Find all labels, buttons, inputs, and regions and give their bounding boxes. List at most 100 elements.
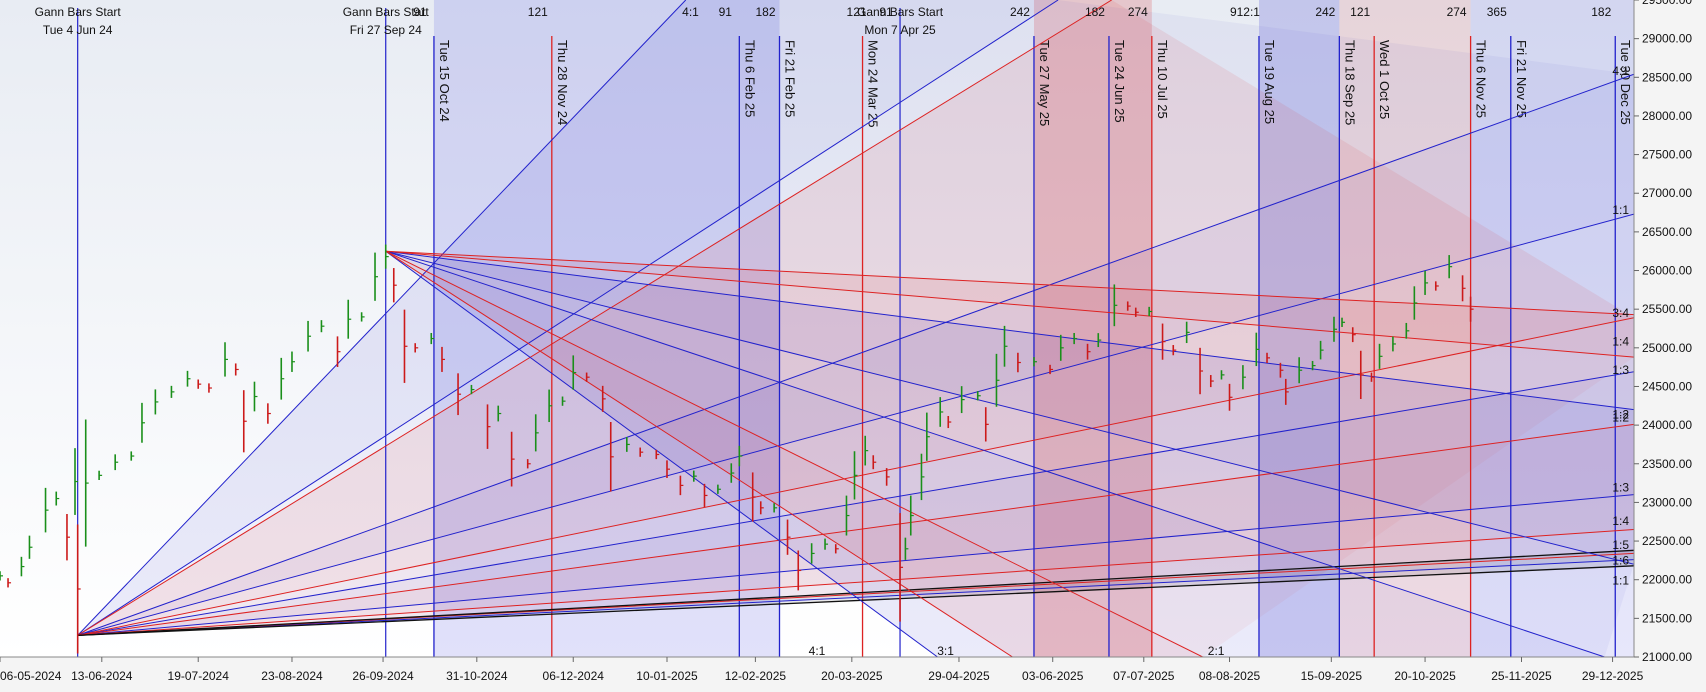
- bottom-ratio-label: 2:1: [1208, 644, 1225, 658]
- day-count-label: 4:1: [682, 5, 699, 19]
- ratio-label: 1:1: [1612, 573, 1629, 587]
- gann-start-label: Gann Bars Start: [857, 5, 944, 19]
- event-line-label: Thu 18 Sep 25: [1342, 40, 1357, 125]
- event-line-label: Thu 28 Nov 24: [555, 40, 570, 125]
- x-tick-label: 25-11-2025: [1491, 669, 1552, 683]
- y-tick-label: 25500.00: [1642, 302, 1692, 316]
- price-bars: [0, 244, 1474, 654]
- ratio-label: 1:4: [1612, 514, 1629, 528]
- y-tick-label: 26000.00: [1642, 264, 1692, 278]
- ratio-label: 1:4: [1612, 335, 1629, 349]
- event-line-label: Thu 6 Feb 25: [742, 40, 757, 117]
- x-tick-label: 06-12-2024: [543, 669, 605, 683]
- fan-line: [385, 250, 1634, 358]
- fan-line: [385, 250, 1605, 657]
- day-count-label: 274: [1447, 5, 1467, 19]
- y-tick-label: 22500.00: [1642, 534, 1692, 548]
- fan-fill: [77, 0, 1059, 636]
- gann-start-date: Mon 7 Apr 25: [864, 23, 936, 37]
- fan-line: [77, 213, 1634, 636]
- x-tick-label: 06-05-2024: [0, 669, 62, 683]
- day-count-label: 91: [879, 5, 893, 19]
- fan-line: [77, 73, 1634, 636]
- day-count-label: 91: [719, 5, 733, 19]
- ratio-label: 3:4: [1612, 306, 1629, 320]
- ratio-label: 1:5: [1612, 538, 1629, 552]
- x-axis-panel: [0, 657, 1634, 692]
- y-tick-label: 26500.00: [1642, 225, 1692, 239]
- x-tick-label: 31-10-2024: [446, 669, 508, 683]
- event-line-label: Tue 27 May 25: [1037, 40, 1052, 126]
- ratio-label: 1:3: [1612, 363, 1629, 377]
- y-tick-label: 22000.00: [1642, 573, 1692, 587]
- fan-line: [385, 250, 1203, 657]
- fan-fill: [77, 0, 1634, 636]
- bottom-ratio-label: 4:1: [809, 644, 826, 658]
- day-count-label: 91: [413, 5, 427, 19]
- x-axis: 06-05-2024 13-06-2024 19-07-2024 23-08-2024…: [0, 657, 1644, 683]
- fan-line: [385, 250, 1634, 316]
- y-tick-label: 25000.00: [1642, 341, 1692, 355]
- day-count-label: 242: [1315, 5, 1335, 19]
- gann-start-label: Gann Bars Start: [343, 5, 430, 19]
- y-axis: 21000.00 21500.00 22000.00 22500.00 23000.00…: [1634, 0, 1692, 664]
- fan-fill: [77, 0, 1634, 636]
- ratio-label: 1:2: [1612, 410, 1629, 424]
- ratio-label: 4:1: [1612, 64, 1629, 78]
- event-line-label: Thu 6 Nov 25: [1474, 40, 1489, 118]
- fan-line: [385, 250, 938, 657]
- fan-line: [77, 528, 1634, 636]
- event-line-label: Mon 24 Mar 25: [866, 40, 881, 127]
- gann-start-date: Tue 4 Jun 24: [43, 23, 113, 37]
- gann-start-date: Fri 27 Sep 24: [350, 23, 422, 37]
- day-count-label: 912:1: [1230, 5, 1260, 19]
- x-tick-label: 03-06-2025: [1022, 669, 1084, 683]
- day-count-label: 365: [1487, 5, 1507, 19]
- fan-line: [385, 250, 1634, 411]
- y-tick-label: 27500.00: [1642, 148, 1692, 162]
- fan-line: [77, 371, 1634, 636]
- fan-line: [385, 250, 1013, 657]
- day-count-label: 274: [1128, 5, 1148, 19]
- y-tick-label: 21000.00: [1642, 650, 1692, 664]
- event-lines: Tue 15 Oct 24 Thu 28 Nov 24 Thu 6 Feb 25 Fr…: [77, 8, 1633, 657]
- event-line-label: Thu 10 Jul 25: [1155, 40, 1170, 119]
- x-tick-label: 13-06-2024: [71, 669, 133, 683]
- day-count-label: 242: [1010, 5, 1030, 19]
- fan-line: [77, 549, 1634, 637]
- x-tick-label: 08-08-2025: [1199, 669, 1261, 683]
- ratio-label: 1:1: [1612, 203, 1629, 217]
- x-tick-label: 07-07-2025: [1113, 669, 1175, 683]
- shaded-zone: [1470, 0, 1634, 657]
- y-tick-label: 27000.00: [1642, 186, 1692, 200]
- shaded-zone: [1339, 0, 1471, 657]
- y-tick-label: 21500.00: [1642, 611, 1692, 625]
- y-tick-label: 28500.00: [1642, 70, 1692, 84]
- y-tick-label: 24500.00: [1642, 379, 1692, 393]
- day-count-label: 182: [1591, 5, 1611, 19]
- day-count-label: 182: [755, 5, 775, 19]
- event-line-label: Tue 19 Aug 25: [1262, 40, 1277, 124]
- y-tick-label: 29000.00: [1642, 32, 1692, 46]
- event-line-label: Tue 30 Dec 25: [1618, 40, 1633, 125]
- shaded-zones: [433, 0, 1634, 657]
- fan-line: [77, 423, 1634, 636]
- x-tick-label: 19-07-2024: [168, 669, 230, 683]
- x-tick-label: 12-02-2025: [725, 669, 787, 683]
- fan-line: [77, 0, 687, 636]
- fan-fill: [385, 251, 1634, 565]
- fan-line: [77, 317, 1634, 636]
- fan-line: [77, 494, 1634, 636]
- x-tick-label: 29-12-2025: [1582, 669, 1644, 683]
- y-tick-label: 28000.00: [1642, 109, 1692, 123]
- ratio-label: 1:6: [1612, 553, 1629, 567]
- day-count-label: 121: [528, 5, 548, 19]
- y-axis-panel: [1634, 0, 1706, 692]
- fan-line: [77, 0, 1112, 636]
- x-tick-label: 20-10-2025: [1394, 669, 1456, 683]
- bottom-ratio-label: 3:1: [937, 644, 954, 658]
- fan-lines: [77, 0, 1634, 657]
- event-line-label: Tue 15 Oct 24: [437, 40, 452, 122]
- event-line-label: Tue 24 Jun 25: [1112, 40, 1127, 123]
